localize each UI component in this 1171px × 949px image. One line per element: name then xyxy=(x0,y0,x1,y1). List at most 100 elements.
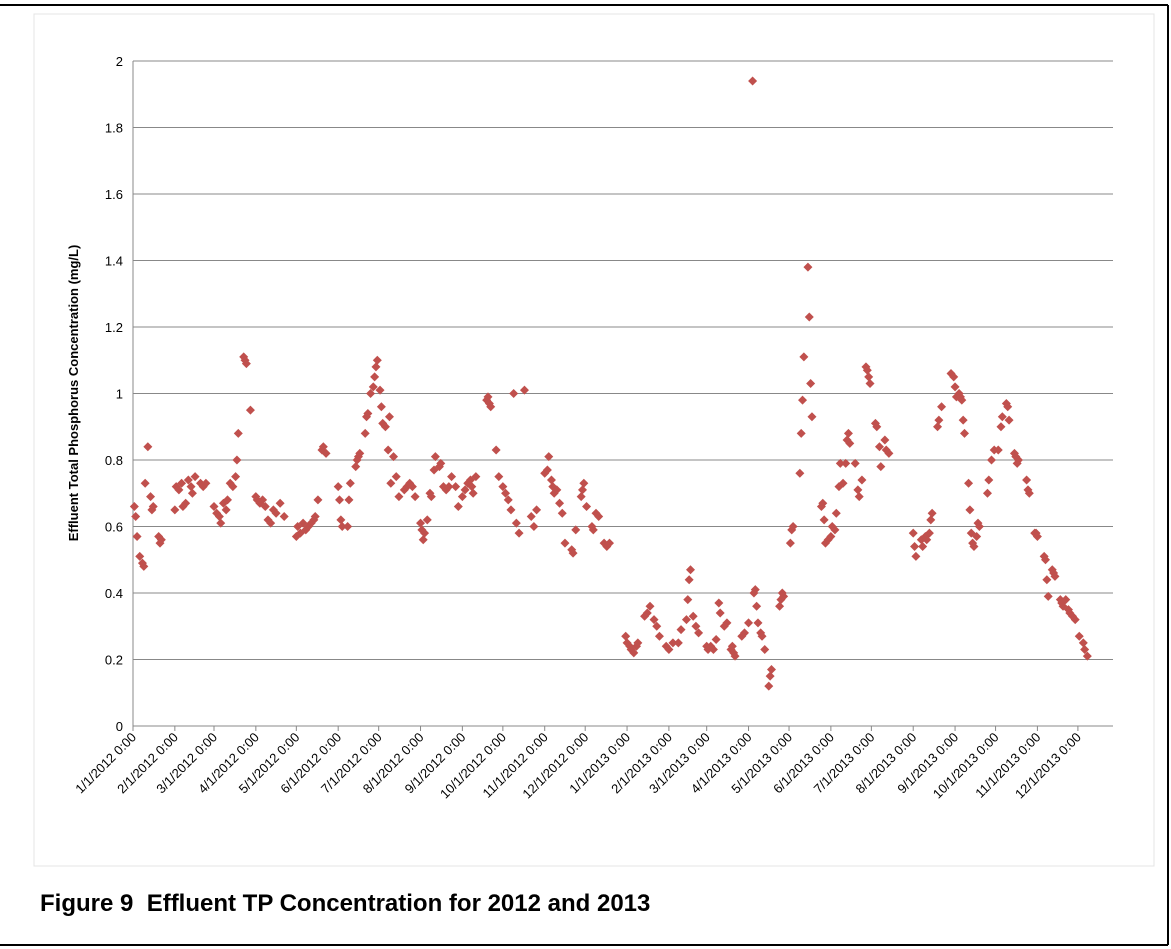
point xyxy=(730,651,740,661)
point xyxy=(964,478,974,488)
point xyxy=(447,472,457,482)
point xyxy=(788,522,798,531)
point xyxy=(950,382,960,392)
point xyxy=(383,445,393,455)
point xyxy=(501,488,511,498)
point xyxy=(321,448,331,458)
point xyxy=(494,472,504,482)
point xyxy=(360,428,370,438)
point xyxy=(864,372,874,382)
point xyxy=(987,455,997,465)
point xyxy=(582,502,592,512)
point xyxy=(835,458,845,468)
point xyxy=(803,262,813,272)
point xyxy=(190,472,200,482)
point xyxy=(422,515,432,525)
point xyxy=(924,528,934,538)
point xyxy=(857,475,867,485)
point xyxy=(1082,651,1092,661)
point xyxy=(807,412,817,422)
point xyxy=(884,448,894,458)
point xyxy=(345,478,355,488)
point xyxy=(363,408,373,418)
point xyxy=(957,395,967,405)
point xyxy=(511,518,521,528)
point xyxy=(216,518,226,528)
point xyxy=(765,671,775,681)
point xyxy=(416,518,426,528)
point xyxy=(969,541,979,551)
point xyxy=(633,638,643,648)
point xyxy=(372,355,382,365)
point xyxy=(1014,455,1024,465)
point xyxy=(468,488,478,498)
point xyxy=(748,76,758,86)
point xyxy=(336,515,346,525)
point xyxy=(542,465,552,475)
point xyxy=(313,495,323,505)
point xyxy=(753,618,763,628)
point xyxy=(1043,591,1053,601)
point xyxy=(146,492,156,502)
point xyxy=(1004,415,1014,425)
point xyxy=(668,638,678,648)
point xyxy=(642,608,652,618)
point xyxy=(555,498,565,508)
point xyxy=(681,615,691,625)
point xyxy=(394,492,404,502)
point xyxy=(335,495,345,505)
point xyxy=(910,541,920,551)
point xyxy=(170,505,180,515)
point xyxy=(483,392,493,402)
y-tick-label: 0 xyxy=(116,719,123,734)
point xyxy=(131,512,141,522)
point xyxy=(260,502,270,512)
point xyxy=(694,628,704,638)
point xyxy=(514,528,524,538)
point xyxy=(588,525,598,535)
point xyxy=(982,488,992,498)
point xyxy=(183,475,193,485)
point xyxy=(757,631,767,641)
point xyxy=(279,512,289,522)
point xyxy=(355,448,365,458)
point xyxy=(908,528,918,538)
point xyxy=(526,512,536,522)
point xyxy=(826,531,836,541)
point xyxy=(386,478,396,488)
point xyxy=(503,495,513,505)
point xyxy=(366,389,376,398)
point xyxy=(457,492,467,502)
point xyxy=(135,551,145,561)
point xyxy=(1050,571,1060,581)
point xyxy=(201,478,211,488)
point xyxy=(676,625,686,635)
point xyxy=(937,402,947,412)
point xyxy=(181,498,191,508)
point xyxy=(337,522,347,531)
y-tick-label: 1.4 xyxy=(105,254,123,269)
y-tick-label: 1.8 xyxy=(105,121,123,136)
point xyxy=(1074,631,1084,641)
point xyxy=(876,462,886,472)
point xyxy=(529,522,539,531)
point xyxy=(654,631,664,641)
point xyxy=(451,482,461,492)
point xyxy=(958,415,968,425)
point xyxy=(174,485,184,495)
point xyxy=(683,595,693,605)
point xyxy=(818,498,828,508)
point xyxy=(974,522,984,531)
point xyxy=(688,611,698,621)
point xyxy=(376,402,386,412)
point xyxy=(874,442,884,452)
point xyxy=(798,395,808,405)
point xyxy=(519,385,529,395)
y-tick-label: 1.6 xyxy=(105,187,123,202)
point xyxy=(927,508,937,518)
point xyxy=(228,482,238,492)
y-tick-label: 0.4 xyxy=(105,586,123,601)
point xyxy=(711,635,721,645)
